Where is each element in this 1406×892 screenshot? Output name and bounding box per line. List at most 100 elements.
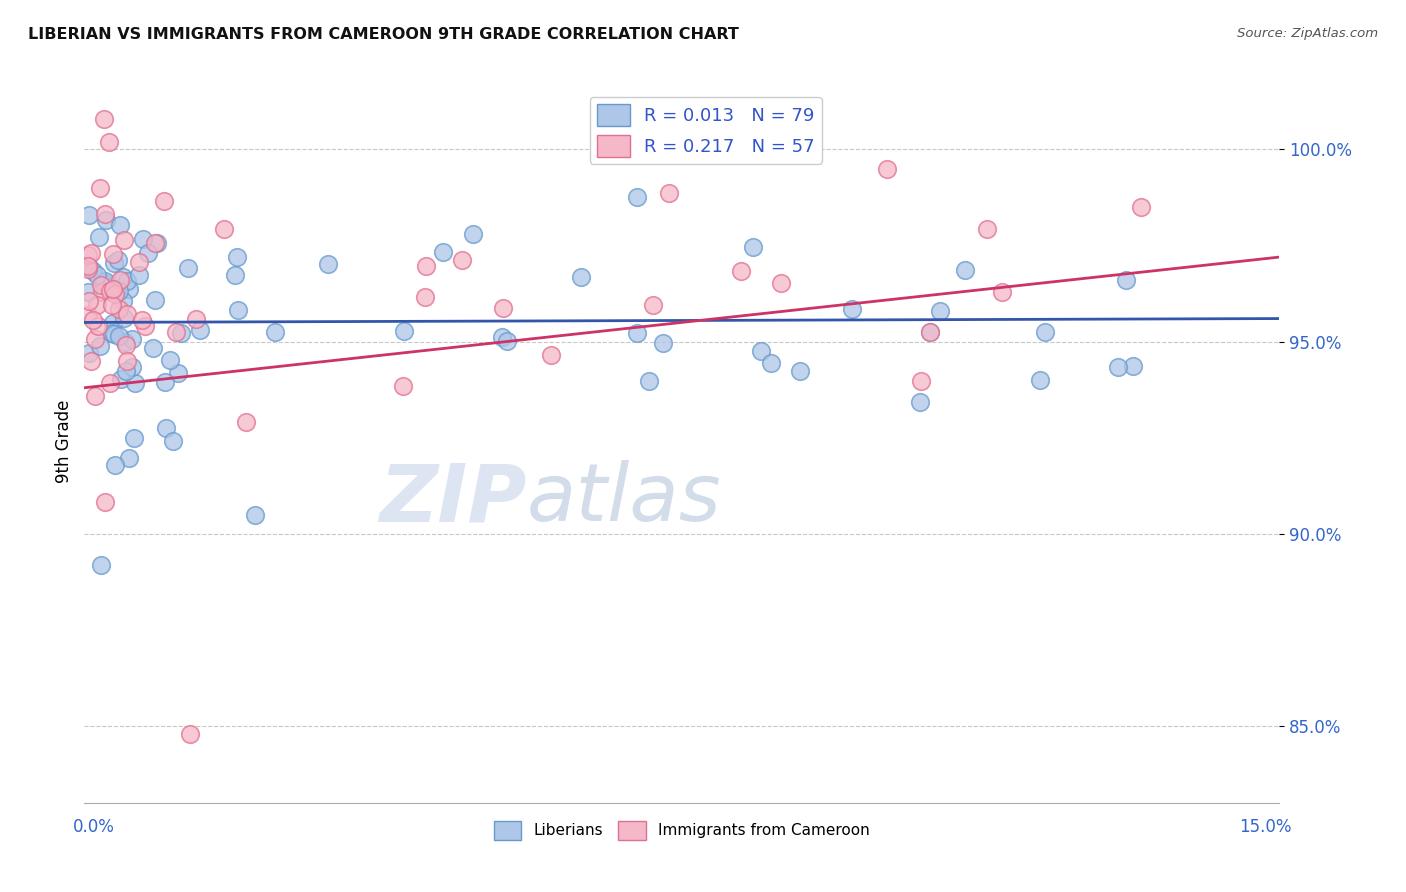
Point bbox=[103, 326, 125, 341]
Point bbox=[918, 325, 941, 339]
Point bbox=[432, 244, 454, 259]
Point bbox=[177, 261, 200, 276]
Point bbox=[652, 335, 675, 350]
Point bbox=[89, 181, 111, 195]
Point bbox=[1029, 373, 1052, 387]
Point bbox=[97, 280, 120, 294]
Point bbox=[143, 293, 166, 307]
Point bbox=[908, 395, 931, 409]
Point bbox=[107, 328, 129, 343]
Point bbox=[128, 268, 150, 283]
Point bbox=[749, 343, 772, 358]
Point bbox=[953, 263, 976, 277]
Point bbox=[93, 207, 115, 221]
Point bbox=[186, 312, 208, 326]
Point bbox=[93, 495, 115, 509]
Point bbox=[540, 348, 562, 362]
Point bbox=[91, 285, 114, 299]
Point bbox=[492, 301, 515, 315]
Point bbox=[789, 364, 811, 378]
Point bbox=[264, 326, 287, 340]
Point bbox=[658, 186, 681, 201]
Point bbox=[79, 345, 101, 359]
Point bbox=[112, 311, 135, 326]
Point bbox=[626, 326, 648, 341]
Point bbox=[118, 451, 141, 466]
Point bbox=[108, 284, 131, 298]
Point bbox=[155, 421, 177, 435]
Point bbox=[392, 379, 415, 393]
Point bbox=[495, 334, 517, 348]
Point bbox=[114, 364, 136, 378]
Point bbox=[155, 375, 177, 389]
Point bbox=[82, 263, 104, 277]
Point bbox=[108, 301, 131, 316]
Point bbox=[1033, 325, 1056, 339]
Point bbox=[742, 240, 765, 254]
Text: Source: ZipAtlas.com: Source: ZipAtlas.com bbox=[1237, 27, 1378, 40]
Point bbox=[153, 194, 176, 208]
Point bbox=[641, 298, 664, 312]
Point bbox=[83, 389, 105, 403]
Point bbox=[637, 374, 659, 388]
Point bbox=[991, 285, 1014, 300]
Point bbox=[100, 376, 122, 390]
Point bbox=[82, 313, 104, 327]
Point bbox=[110, 372, 132, 386]
Point bbox=[491, 330, 513, 344]
Point bbox=[146, 236, 169, 251]
Point bbox=[179, 726, 201, 740]
Point bbox=[759, 356, 782, 370]
Text: ZIP: ZIP bbox=[380, 460, 527, 539]
Point bbox=[165, 325, 187, 339]
Point bbox=[1115, 273, 1137, 287]
Point bbox=[162, 434, 184, 449]
Point bbox=[111, 270, 134, 285]
Point bbox=[77, 293, 100, 308]
Point bbox=[117, 274, 139, 288]
Point bbox=[1107, 359, 1129, 374]
Point bbox=[121, 332, 143, 346]
Point bbox=[90, 277, 112, 292]
Point bbox=[112, 233, 135, 247]
Point bbox=[134, 319, 156, 334]
Point bbox=[108, 218, 131, 232]
Point bbox=[77, 308, 100, 322]
Point bbox=[132, 232, 155, 246]
Point bbox=[104, 458, 127, 472]
Text: LIBERIAN VS IMMIGRANTS FROM CAMEROON 9TH GRADE CORRELATION CHART: LIBERIAN VS IMMIGRANTS FROM CAMEROON 9TH… bbox=[28, 27, 740, 42]
Point bbox=[103, 256, 125, 270]
Point bbox=[86, 318, 108, 333]
Point bbox=[77, 248, 100, 262]
Point bbox=[128, 255, 150, 269]
Point bbox=[101, 298, 124, 312]
Point bbox=[107, 252, 129, 267]
Point bbox=[114, 334, 136, 349]
Point bbox=[117, 354, 139, 368]
Point bbox=[77, 259, 100, 273]
Point bbox=[117, 281, 139, 295]
Point bbox=[84, 332, 107, 346]
Point bbox=[188, 323, 211, 337]
Point bbox=[143, 235, 166, 250]
Point bbox=[226, 302, 249, 317]
Point bbox=[451, 253, 474, 268]
Point bbox=[929, 304, 952, 318]
Point bbox=[103, 282, 125, 296]
Point bbox=[910, 375, 932, 389]
Point bbox=[94, 274, 117, 288]
Point bbox=[90, 558, 112, 572]
Point bbox=[876, 161, 898, 176]
Point bbox=[77, 208, 100, 222]
Point bbox=[77, 285, 100, 299]
Point bbox=[413, 290, 436, 304]
Text: atlas: atlas bbox=[527, 460, 721, 539]
Point bbox=[89, 339, 111, 353]
Point bbox=[461, 227, 484, 242]
Point bbox=[316, 257, 339, 271]
Point bbox=[104, 287, 127, 301]
Point bbox=[569, 269, 592, 284]
Point bbox=[77, 260, 100, 274]
Point bbox=[226, 250, 249, 264]
Point bbox=[98, 135, 121, 149]
